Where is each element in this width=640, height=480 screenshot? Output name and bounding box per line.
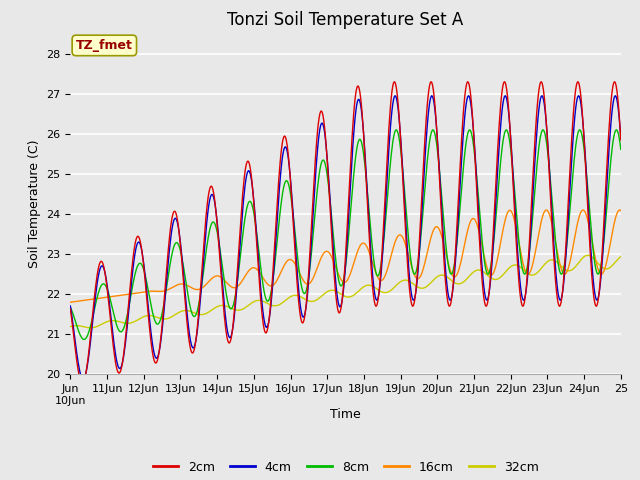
Text: TZ_fmet: TZ_fmet	[76, 39, 132, 52]
X-axis label: Time: Time	[330, 408, 361, 421]
Title: Tonzi Soil Temperature Set A: Tonzi Soil Temperature Set A	[227, 11, 464, 29]
Legend: 2cm, 4cm, 8cm, 16cm, 32cm: 2cm, 4cm, 8cm, 16cm, 32cm	[148, 456, 543, 479]
Y-axis label: Soil Temperature (C): Soil Temperature (C)	[28, 140, 41, 268]
